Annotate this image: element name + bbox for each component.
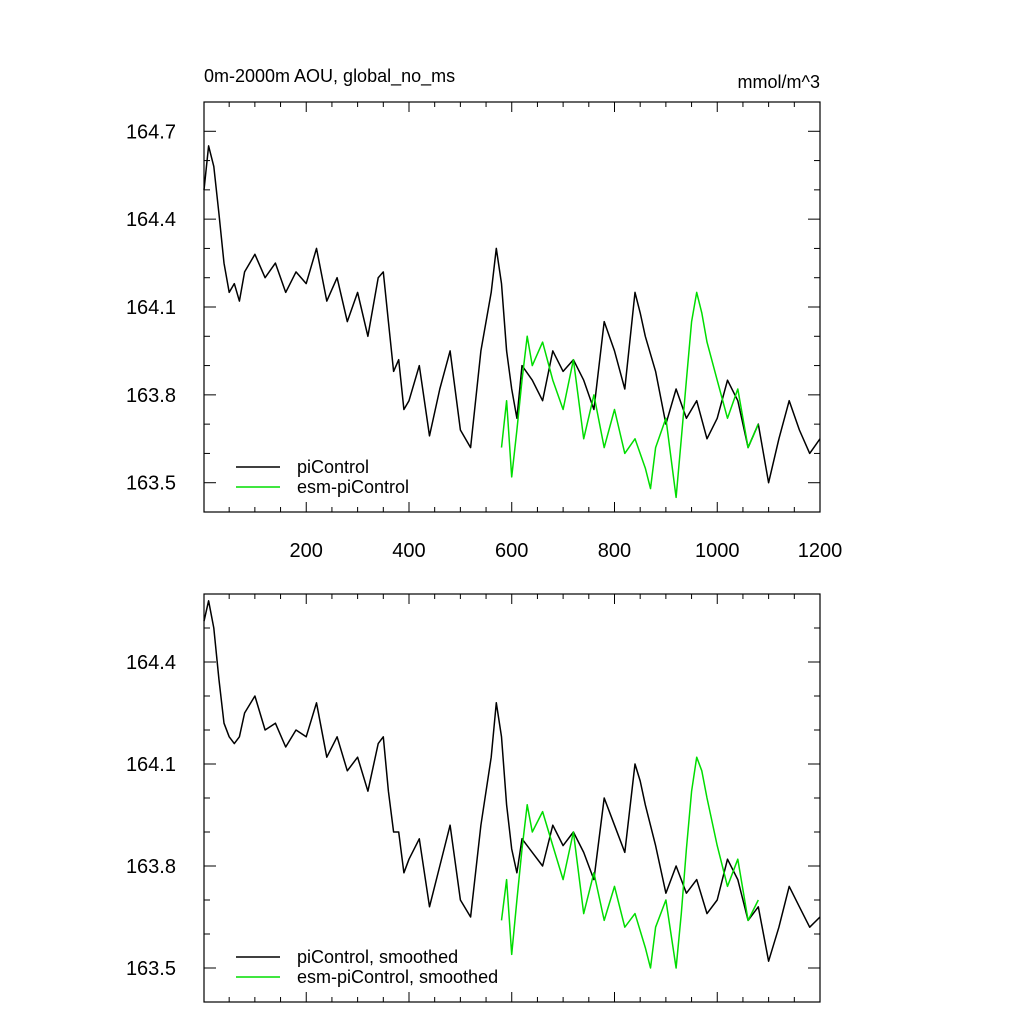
y-tick-label: 164.1 bbox=[126, 297, 176, 319]
top-panel: 200 400 600 800 1000 1200 163.5 163.8 164.1 164.4… bbox=[126, 101, 843, 562]
legend-label: esm-piControl bbox=[297, 477, 409, 497]
y-tick-label: 164.7 bbox=[126, 121, 176, 143]
legend-label: piControl bbox=[297, 457, 369, 477]
chart-units: mmol/m^3 bbox=[738, 72, 820, 92]
series-line-esm-picontrol bbox=[500, 291, 759, 499]
x-tick-label: 600 bbox=[495, 540, 528, 562]
legend-label: piControl, smoothed bbox=[297, 947, 458, 967]
plot-frame bbox=[203, 101, 821, 513]
x-tick-label: 1000 bbox=[695, 540, 740, 562]
chart-title: 0m-2000m AOU, global_no_ms bbox=[204, 66, 455, 87]
y-tick-label: 163.8 bbox=[126, 856, 176, 878]
series-line-picontrol bbox=[203, 145, 821, 484]
y-tick-label: 164.4 bbox=[126, 652, 176, 674]
legend-label: esm-piControl, smoothed bbox=[297, 967, 498, 987]
series-line-esm-picontrol bbox=[500, 756, 759, 969]
plot-frame bbox=[203, 593, 821, 1003]
x-tick-label: 800 bbox=[598, 540, 631, 562]
x-tick-label: 1200 bbox=[798, 540, 843, 562]
y-tick-label: 164.1 bbox=[126, 754, 176, 776]
series-line-picontrol bbox=[203, 600, 821, 962]
y-tick-label: 164.4 bbox=[126, 209, 176, 231]
y-tick-label: 163.5 bbox=[126, 958, 176, 980]
y-tick-label: 163.8 bbox=[126, 385, 176, 407]
bottom-panel: 163.5 163.8 164.1 164.4 piControl, smoothede… bbox=[126, 593, 821, 1003]
x-tick-label: 400 bbox=[392, 540, 425, 562]
x-tick-label: 200 bbox=[290, 540, 323, 562]
y-tick-label: 163.5 bbox=[126, 473, 176, 495]
